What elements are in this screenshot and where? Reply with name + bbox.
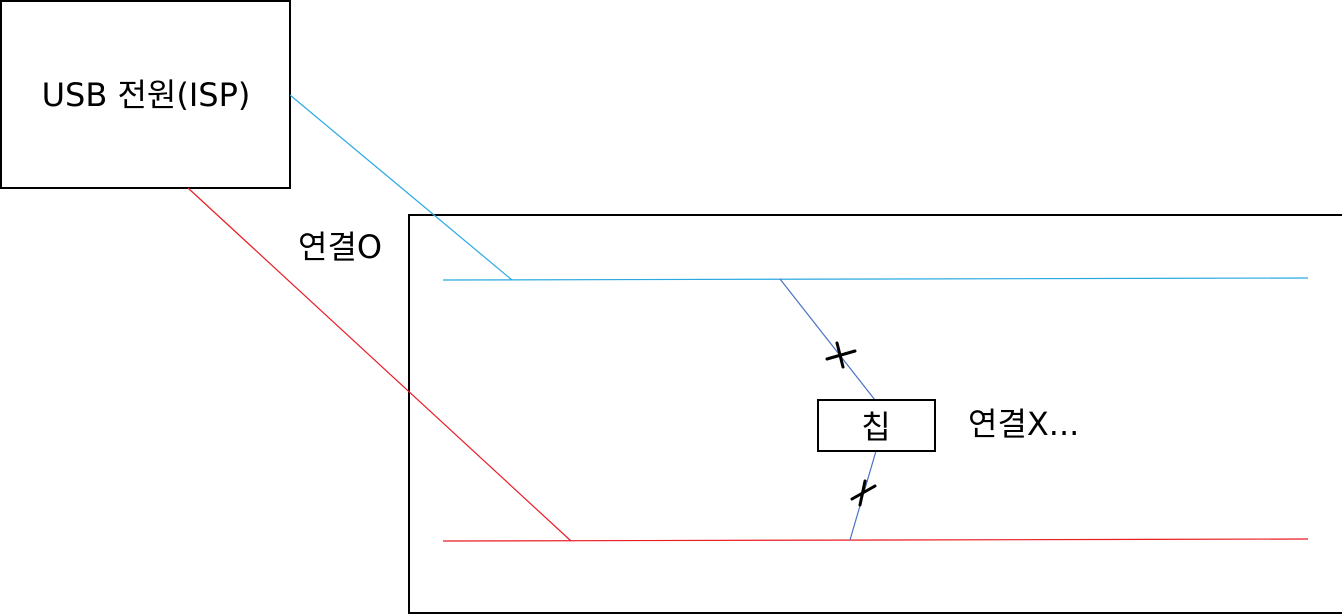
chip-top-wire <box>779 278 876 401</box>
chip-label: 칩 <box>861 408 890 446</box>
gnd-rail <box>442 538 1309 542</box>
board-outline <box>408 214 1342 614</box>
usb-power-label: USB 전원(ISP) <box>42 76 251 114</box>
vcc-rail <box>442 277 1309 281</box>
vcc-feed-wire <box>289 94 513 281</box>
not-connected-label: 연결X... <box>968 405 1079 443</box>
top-break-mark <box>825 341 857 369</box>
chip-box <box>817 399 936 452</box>
connected-label: 연결O <box>298 228 382 266</box>
bottom-break-mark <box>850 479 877 507</box>
usb-power-box <box>0 0 291 189</box>
gnd-feed-wire <box>187 187 572 542</box>
